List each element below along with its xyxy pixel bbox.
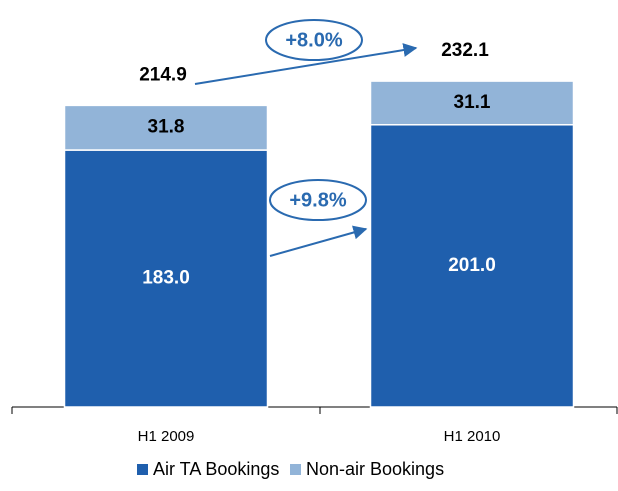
value-label: 201.0 (448, 255, 496, 276)
bar-segment (63, 149, 269, 408)
legend-label: Non-air Bookings (306, 459, 444, 479)
bar-segment (369, 80, 575, 126)
growth-arrow (269, 225, 368, 257)
growth-bubble (269, 179, 367, 221)
growth-label: +9.8% (289, 189, 346, 211)
value-label: 31.8 (148, 117, 185, 138)
bar-segment (63, 104, 269, 151)
total-label: 214.9 (139, 64, 187, 85)
total-label: 232.1 (441, 40, 489, 61)
x-tick-label: H1 2009 (138, 428, 195, 445)
growth-label: +8.0% (285, 29, 342, 51)
legend-label: Air TA Bookings (153, 459, 279, 479)
growth-arrow (194, 43, 418, 85)
legend-swatch (290, 464, 301, 475)
legend-swatch (137, 464, 148, 475)
x-tick-label: H1 2010 (444, 428, 501, 445)
value-label: 31.1 (454, 92, 491, 113)
growth-bubble (265, 19, 363, 61)
value-label: 183.0 (142, 268, 190, 289)
bar-segment (369, 124, 575, 408)
